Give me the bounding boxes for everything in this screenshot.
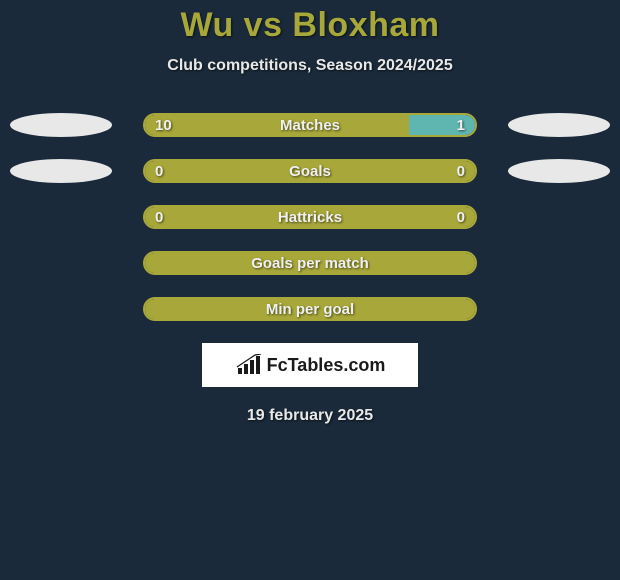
stat-bar-left-fill bbox=[145, 115, 409, 135]
stat-bar: Goals per match bbox=[143, 251, 477, 275]
stat-row: Goals00 bbox=[0, 159, 620, 183]
page-title: Wu vs Bloxham bbox=[0, 6, 620, 45]
stat-bar-left-fill bbox=[145, 299, 475, 319]
subtitle: Club competitions, Season 2024/2025 bbox=[0, 57, 620, 75]
stat-bar: Min per goal bbox=[143, 297, 477, 321]
left-player-marker bbox=[10, 251, 112, 275]
stat-bar-right-fill bbox=[409, 115, 475, 135]
stats-card: Wu vs Bloxham Club competitions, Season … bbox=[0, 0, 620, 425]
stat-row: Min per goal bbox=[0, 297, 620, 321]
left-player-marker bbox=[10, 297, 112, 321]
stat-row: Matches101 bbox=[0, 113, 620, 137]
bar-chart-icon bbox=[235, 354, 263, 376]
stat-bar: Hattricks00 bbox=[143, 205, 477, 229]
stat-row: Goals per match bbox=[0, 251, 620, 275]
stat-bar: Matches101 bbox=[143, 113, 477, 137]
right-player-marker bbox=[508, 205, 610, 229]
left-player-marker bbox=[10, 205, 112, 229]
stat-bar-left-fill bbox=[145, 253, 475, 273]
stat-bar-left-fill bbox=[145, 207, 475, 227]
right-player-marker bbox=[508, 297, 610, 321]
stats-list: Matches101 Goals00 Hattricks00 Goals per ma… bbox=[0, 113, 620, 321]
stat-row: Hattricks00 bbox=[0, 205, 620, 229]
date-label: 19 february 2025 bbox=[0, 407, 620, 425]
stat-bar: Goals00 bbox=[143, 159, 477, 183]
left-player-marker bbox=[10, 159, 112, 183]
branding-text: FcTables.com bbox=[267, 355, 386, 376]
right-player-marker bbox=[508, 251, 610, 275]
right-player-marker bbox=[508, 159, 610, 183]
branding-box[interactable]: FcTables.com bbox=[202, 343, 418, 387]
right-player-marker bbox=[508, 113, 610, 137]
stat-bar-left-fill bbox=[145, 161, 475, 181]
left-player-marker bbox=[10, 113, 112, 137]
